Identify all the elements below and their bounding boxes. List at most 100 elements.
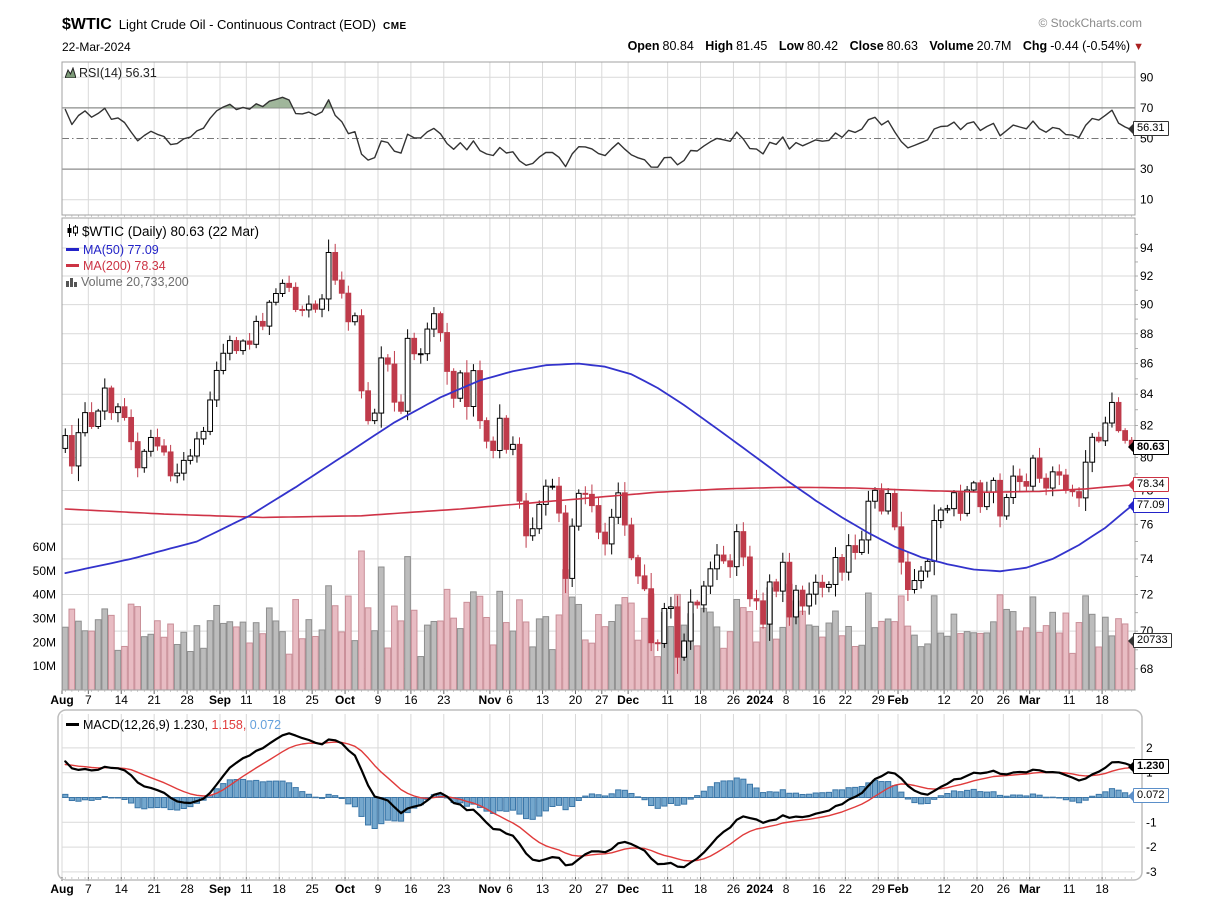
- rsi-line: [64, 96, 1133, 168]
- candle-body: [1115, 401, 1122, 432]
- x-axis-label-bottom: Dec: [617, 882, 639, 896]
- x-axis-label: 18: [1095, 693, 1109, 707]
- x-axis-label: 26: [727, 693, 741, 707]
- macd-histogram-bar: [832, 789, 839, 798]
- candle-body: [523, 500, 529, 537]
- macd-histogram-bar: [108, 797, 115, 799]
- candle-body: [510, 443, 516, 450]
- volume-bar: [265, 607, 273, 691]
- candle-body: [918, 570, 924, 582]
- x-axis-label-bottom: Sep: [209, 882, 231, 896]
- macd-histogram-bar: [766, 791, 773, 798]
- candle-body: [325, 251, 332, 300]
- candle-body: [766, 581, 773, 625]
- macd-histogram-bar: [384, 797, 391, 821]
- macd-histogram-bar: [338, 797, 345, 800]
- candle-body: [700, 585, 707, 606]
- candle-body: [147, 436, 154, 452]
- macd-histogram-bar: [641, 797, 648, 801]
- candle-body: [279, 282, 286, 294]
- candle-body: [733, 531, 740, 568]
- volume-bar: [140, 636, 148, 691]
- candle-body: [575, 492, 582, 527]
- candle-body: [786, 561, 793, 618]
- x-axis-label-bottom: 27: [595, 882, 609, 896]
- volume-bar: [61, 626, 69, 691]
- chg-down-icon: ▼: [1133, 41, 1144, 53]
- candle-body: [437, 313, 444, 334]
- candle-body: [154, 436, 161, 447]
- macd-histogram-bar: [542, 797, 549, 812]
- volume-bar: [825, 622, 833, 691]
- volume-bar: [68, 608, 76, 691]
- volume-bar: [917, 646, 925, 691]
- volume-value: 20.7M: [976, 39, 1012, 53]
- macd-histogram-bar: [1062, 797, 1069, 801]
- macd-histogram-bar: [911, 797, 918, 804]
- candle-body: [641, 575, 648, 590]
- x-axis-label-bottom: 18: [1095, 882, 1109, 896]
- volume-axis-label: 40M: [33, 588, 56, 602]
- candle-body: [292, 286, 299, 310]
- candle-body: [569, 525, 576, 579]
- volume-bar: [739, 607, 747, 691]
- macd-histogram-bar: [121, 797, 128, 800]
- x-axis-label: 13: [536, 693, 550, 707]
- macd-histogram-bar: [957, 791, 964, 799]
- volume-bar: [897, 595, 905, 691]
- volume-bar: [799, 610, 806, 691]
- macd-histogram-bar: [371, 797, 378, 829]
- candle-body: [371, 412, 378, 422]
- macd-histogram-bar: [496, 797, 503, 812]
- volume-bar: [463, 601, 471, 691]
- volume-bar: [996, 594, 1004, 691]
- macd-histogram-bar: [325, 793, 332, 798]
- volume-bar: [107, 614, 115, 691]
- macd-histogram-bar: [476, 797, 484, 809]
- price-axis-label: 88: [1140, 327, 1154, 341]
- volume-bar: [1055, 632, 1063, 691]
- volume-bar: [114, 649, 122, 691]
- macd-histogram-bar: [503, 797, 510, 812]
- x-axis-label-bottom: Aug: [50, 882, 73, 896]
- macd-histogram-bar: [786, 792, 793, 798]
- volume-bar: [851, 645, 859, 691]
- candle-body: [845, 545, 852, 573]
- volume-bar: [628, 602, 635, 691]
- open-value: 80.84: [662, 39, 694, 53]
- macd-histogram-bar: [990, 791, 997, 799]
- x-axis-label: 9: [375, 693, 382, 707]
- volume-bar: [206, 620, 214, 691]
- volume-bar: [154, 620, 161, 691]
- macd-histogram-bar: [95, 797, 102, 800]
- macd-histogram-bar: [944, 793, 951, 798]
- macd-histogram-bar: [615, 789, 622, 799]
- candle-body: [233, 340, 240, 352]
- volume-bar: [588, 642, 596, 691]
- candle-body: [608, 516, 615, 545]
- volume-bar: [167, 623, 174, 691]
- macd-signal-line: [64, 741, 1133, 862]
- macd-histogram-bar: [81, 797, 89, 801]
- volume-bar: [963, 631, 971, 691]
- macd-histogram-bar: [1095, 793, 1102, 798]
- price-axis-label: 94: [1140, 241, 1154, 255]
- macd-histogram-bar: [509, 797, 517, 811]
- macd-histogram-bar: [621, 789, 628, 799]
- volume-bar: [397, 620, 405, 691]
- candle-body: [885, 493, 892, 512]
- candle-body: [951, 492, 957, 510]
- x-axis-label: Mar: [1019, 693, 1041, 707]
- x-axis-label-bottom: 29: [872, 882, 886, 896]
- volume-bar: [1036, 631, 1043, 691]
- x-axis-label-bottom: 11: [1063, 882, 1076, 896]
- x-axis-label: 26: [997, 693, 1011, 707]
- volume-bar: [404, 556, 411, 691]
- volume-bar: [470, 591, 477, 691]
- macd-histogram-bar: [595, 794, 602, 799]
- candle-body: [990, 479, 997, 493]
- candle-body: [299, 308, 306, 311]
- price-axis-label: 74: [1140, 552, 1154, 566]
- candle-body: [937, 509, 944, 522]
- price-axis-label: 84: [1140, 387, 1154, 401]
